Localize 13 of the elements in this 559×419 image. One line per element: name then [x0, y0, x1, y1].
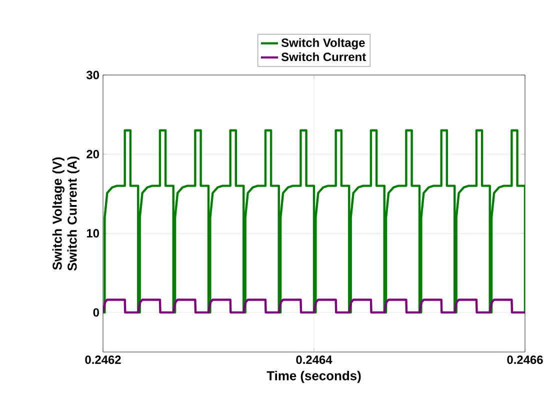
y-tick-label: 0: [93, 308, 99, 317]
legend-label: Switch Current: [281, 52, 366, 62]
y-axis-title: Switch Voltage (V) Switch Current (A): [52, 156, 80, 271]
legend-label: Switch Voltage: [281, 38, 365, 50]
y-tick-label: 20: [86, 150, 99, 158]
x-tick-label: 0.2462: [85, 356, 121, 364]
x-tick-label: 0.2464: [296, 356, 332, 364]
line-series: [103, 298, 525, 314]
x-axis-title: Time (seconds): [266, 370, 361, 383]
y-tick-label: 30: [86, 70, 99, 80]
line-series: [103, 129, 525, 314]
y-tick-label: 10: [86, 229, 99, 238]
x-tick-label: 0.2466: [507, 356, 543, 364]
